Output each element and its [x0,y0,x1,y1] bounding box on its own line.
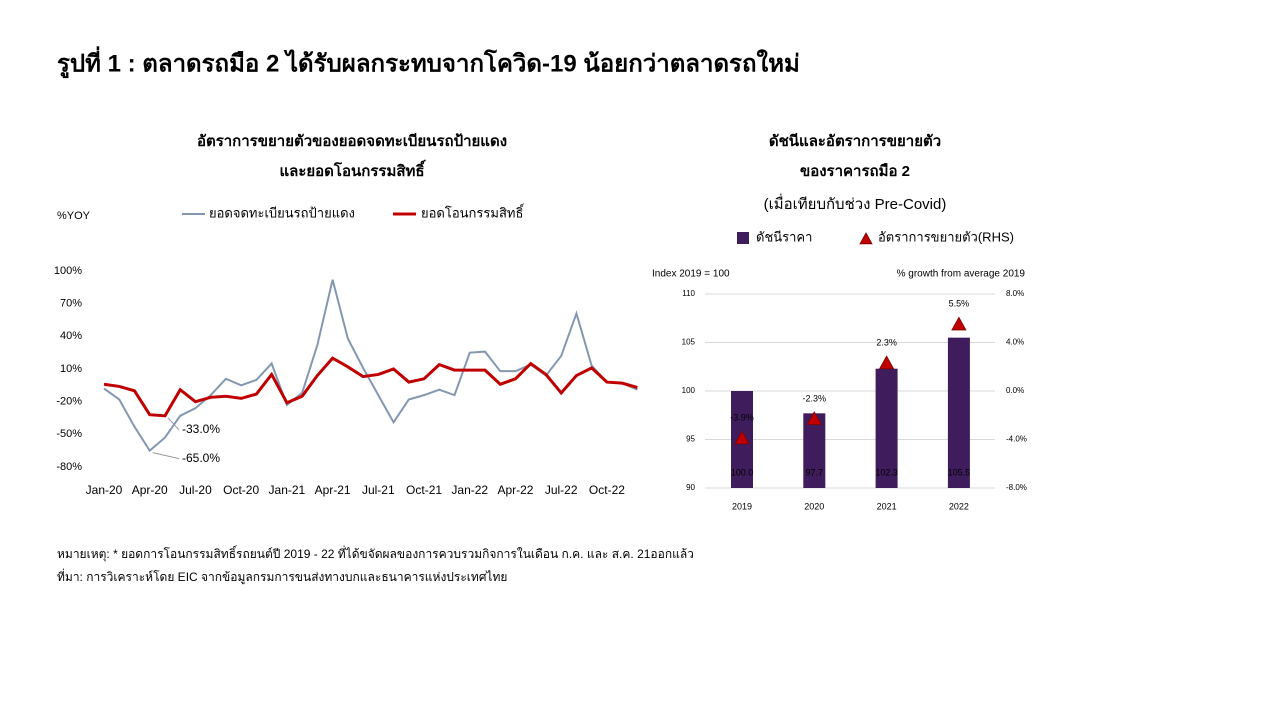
value-label: 102.3 [875,467,898,477]
value-label: 100.0 [731,467,754,477]
legend-label: ดัชนีราคา [756,229,812,244]
x-tick-label: 2019 [732,501,752,511]
y-axis-label: Index 2019 = 100 [652,269,730,280]
leader-line [152,452,180,460]
y-tick-label: 100% [54,265,82,277]
bar [947,337,970,488]
note: ที่มา: การวิเคราะห์โดย EIC จากข้อมูลกรมก… [57,568,507,585]
x-tick-label: Oct-20 [223,483,259,497]
y-tick-label: -20% [56,396,82,408]
legend-label: ยอดจดทะเบียนรถป้ายแดง [209,205,355,220]
x-tick-label: Jul-22 [545,483,578,497]
y-tick-label: 10% [60,363,82,375]
chart-title: ดัชนีและอัตราการขยายตัว [769,133,941,150]
x-tick-label: 2021 [877,501,897,511]
chart-title: และยอดโอนกรรมสิทธิ์ [279,159,426,180]
x-tick-label: Apr-21 [315,483,351,497]
x-tick-label: Jul-20 [179,483,212,497]
value-label: -2.3% [803,393,827,403]
leader-line [167,417,180,431]
series-line [103,279,638,453]
x-tick-label: Jul-21 [362,483,395,497]
y2-tick-label: 8.0% [1006,289,1024,298]
note: หมายเหตุ: * ยอดการโอนกรรมสิทธิ์รถยนต์ปี … [57,545,694,562]
x-tick-label: Apr-20 [132,483,168,497]
y-axis-label: %YOY [57,210,91,222]
legend-label: ยอดโอนกรรมสิทธิ์ [421,203,525,220]
marker [806,411,822,425]
value-label: 105.5 [948,467,971,477]
y-tick-label: 110 [682,289,695,298]
y-tick-label: 70% [60,298,82,310]
marker [951,316,967,331]
y-tick-label: 95 [686,435,695,444]
page-title: รูปที่ 1 : ตลาดรถมือ 2 ได้รับผลกระทบจากโ… [57,45,800,78]
bar [803,413,826,488]
y-tick-label: 105 [682,338,696,347]
x-tick-label: Jan-21 [269,483,306,497]
y-tick-label: 90 [686,483,695,492]
y2-axis-label: % growth from average 2019 [897,269,1026,280]
x-tick-label: Oct-21 [406,483,442,497]
x-tick-label: Jan-22 [451,483,488,497]
y2-tick-label: 4.0% [1006,338,1024,347]
y-tick-label: -50% [56,428,82,440]
y-tick-label: -80% [56,461,82,473]
marker [734,430,750,445]
legend-swatch [859,232,873,245]
y2-tick-label: 0.0% [1006,386,1024,395]
value-label: 2.3% [876,337,897,347]
y2-tick-label: -8.0% [1006,483,1027,492]
value-label: -65.0% [182,451,220,465]
value-label: 5.5% [949,299,970,309]
y-tick-label: 100 [682,386,696,395]
x-tick-label: 2022 [949,501,969,511]
legend-label: อัตราการขยายตัว(RHS) [878,229,1014,244]
bar [875,368,898,488]
marker [878,355,895,370]
chart-title: ของราคารถมือ 2 [800,163,910,180]
value-label: -3.9% [730,413,754,423]
value-label: 97.7 [806,467,824,477]
y2-tick-label: -4.0% [1006,435,1027,444]
y-tick-label: 40% [60,330,82,342]
x-tick-label: Apr-22 [497,483,533,497]
x-tick-label: Oct-22 [589,483,625,497]
chart-title: (เมื่อเทียบกับช่วง Pre-Covid) [764,193,947,213]
chart-title: อัตราการขยายตัวของยอดจดทะเบียนรถป้ายแดง [197,133,507,150]
series-line [103,356,638,418]
x-tick-label: Jan-20 [86,483,123,497]
value-label: -33.0% [182,422,220,436]
legend-swatch [737,232,749,244]
x-tick-label: 2020 [804,501,824,511]
